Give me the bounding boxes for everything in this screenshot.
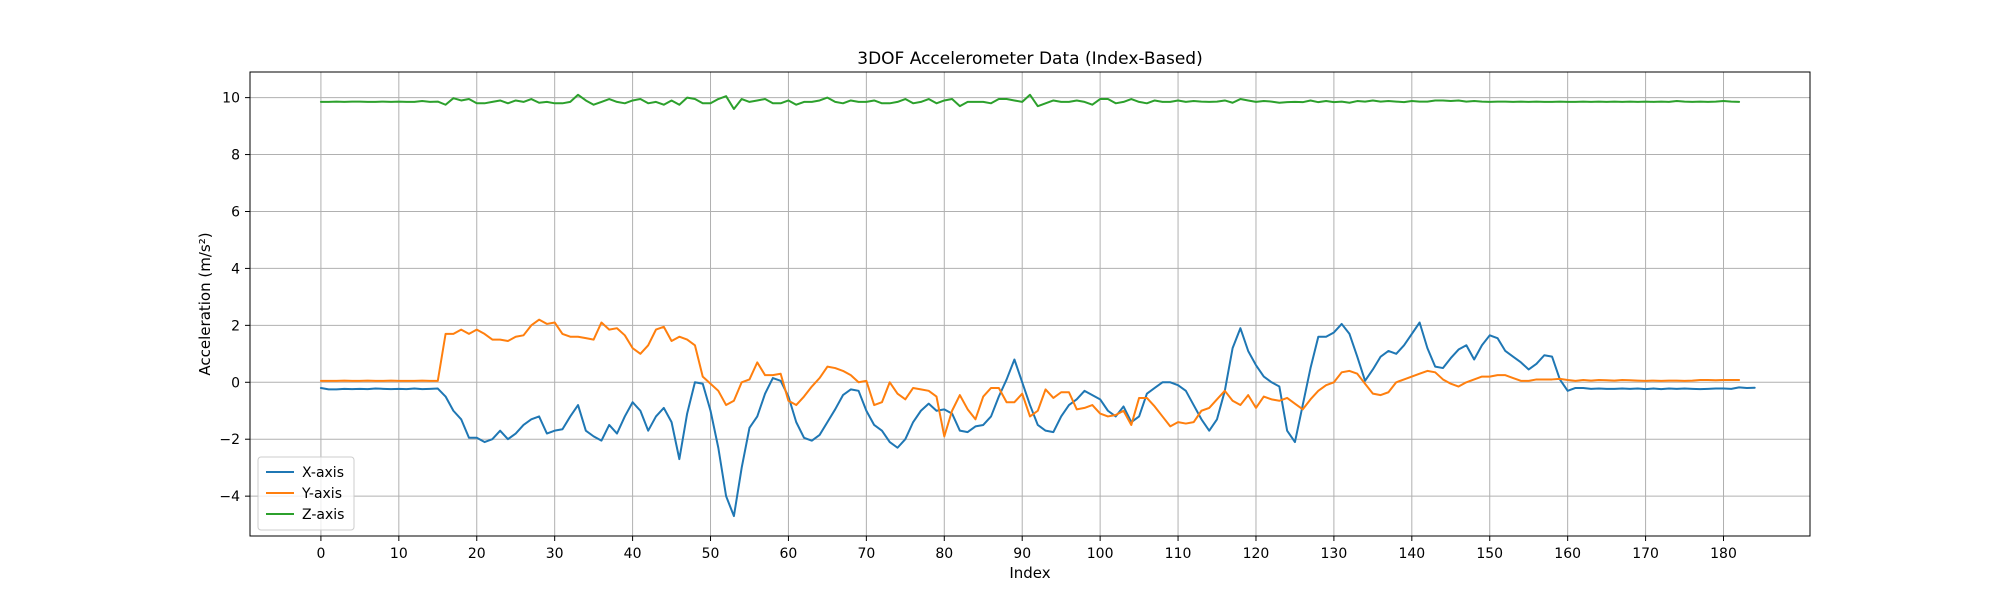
y-tick-label: 6 — [231, 204, 240, 220]
x-tick-label: 60 — [780, 546, 798, 562]
x-tick-label: 10 — [390, 546, 408, 562]
legend-label: X-axis — [302, 465, 344, 481]
x-tick-label: 90 — [1013, 546, 1031, 562]
x-tick-label: 180 — [1710, 546, 1737, 562]
plot-area-frame — [249, 71, 1811, 537]
legend-label: Z-axis — [302, 507, 344, 523]
x-tick-label: 140 — [1398, 546, 1425, 562]
series-line-y-axis — [319, 318, 1741, 438]
x-tick-label: 120 — [1243, 546, 1270, 562]
grid-lines — [250, 72, 1810, 536]
chart-title: 3DOF Accelerometer Data (Index-Based) — [857, 49, 1202, 69]
y-axis-label: Acceleration (m/s²) — [196, 232, 214, 375]
y-tick-label: 0 — [231, 375, 240, 391]
x-tick-label: 0 — [316, 546, 325, 562]
legend: X-axis Y-axis Z-axis — [257, 456, 355, 531]
x-tick-label: 80 — [935, 546, 953, 562]
y-tick-label: 2 — [231, 318, 240, 334]
series-lines — [319, 93, 1756, 518]
x-tick-label: 100 — [1087, 546, 1114, 562]
y-tick-label: 10 — [222, 91, 240, 107]
y-tick-label: −2 — [219, 432, 240, 448]
x-tick-label: 110 — [1165, 546, 1192, 562]
legend-label: Y-axis — [301, 486, 342, 502]
x-axis-ticks: 0 10 20 30 40 50 60 70 80 90 100 110 120 130 140 150 160… — [316, 536, 1737, 562]
x-axis-label: Index — [1009, 564, 1050, 582]
x-tick-label: 20 — [468, 546, 486, 562]
x-tick-label: 50 — [702, 546, 720, 562]
x-tick-label: 30 — [546, 546, 564, 562]
x-tick-label: 70 — [857, 546, 875, 562]
y-tick-label: 4 — [231, 261, 240, 277]
series-line-z-axis — [319, 93, 1741, 111]
y-tick-label: 8 — [231, 148, 240, 164]
y-axis-ticks: −4 −2 0 2 4 6 8 10 — [219, 91, 250, 505]
x-tick-label: 160 — [1554, 546, 1581, 562]
legend-box — [257, 456, 355, 531]
x-tick-label: 150 — [1476, 546, 1503, 562]
x-tick-label: 170 — [1632, 546, 1659, 562]
x-tick-label: 40 — [624, 546, 642, 562]
x-tick-label: 130 — [1321, 546, 1348, 562]
y-tick-label: −4 — [219, 489, 240, 505]
series-line-x-axis — [319, 321, 1756, 518]
